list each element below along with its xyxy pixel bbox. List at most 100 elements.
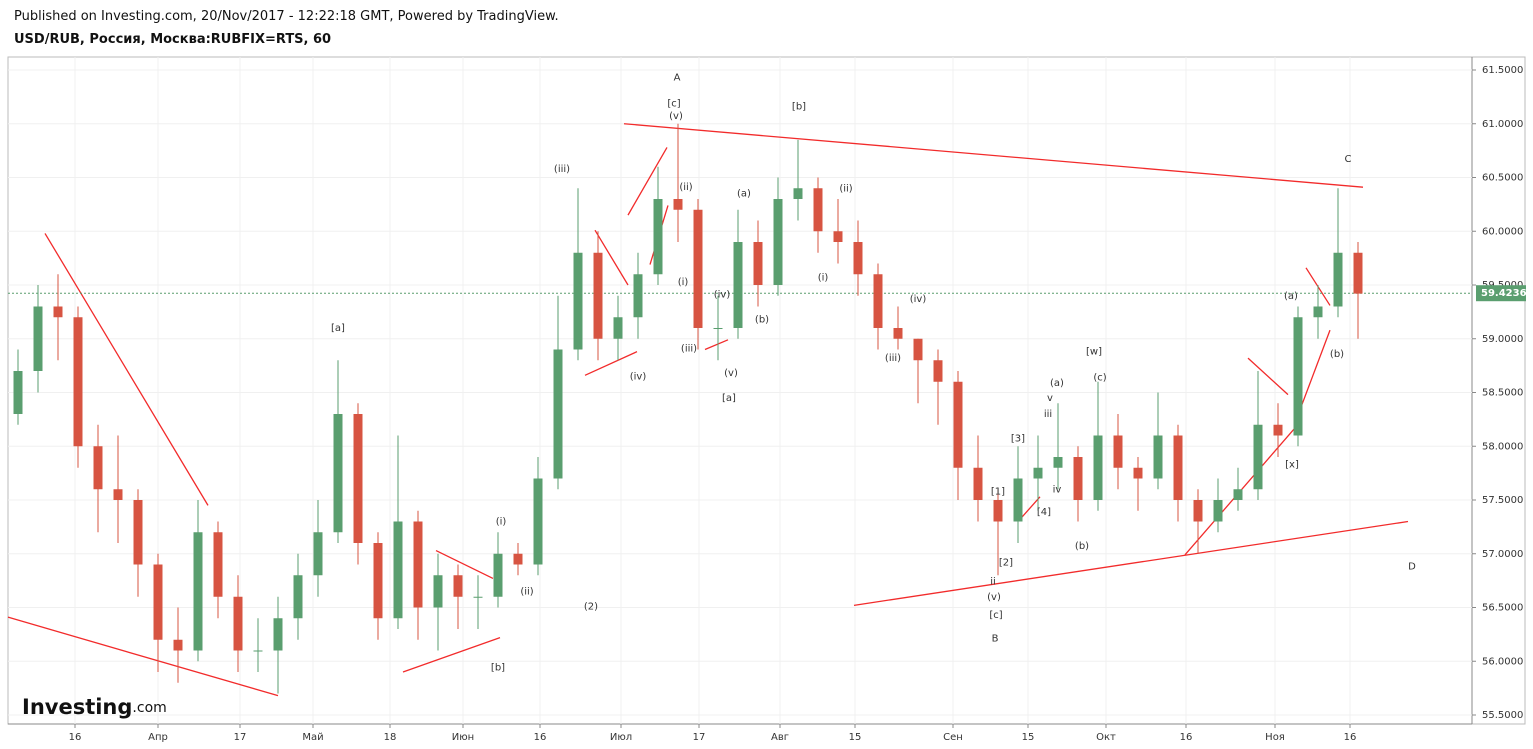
x-tick-label: Июл <box>610 732 632 743</box>
candle-body <box>1073 457 1083 500</box>
published-note: Published on Investing.com, 20/Nov/2017 … <box>14 9 559 24</box>
y-tick-label: 58.5000 <box>1482 388 1523 399</box>
wave-label: (b) <box>1075 541 1089 552</box>
x-tick-label: Окт <box>1096 732 1116 743</box>
x-tick-label: 16 <box>1180 732 1193 743</box>
wave-label: [c] <box>989 610 1002 621</box>
wave-label: iv <box>1053 484 1062 495</box>
candle-body <box>1033 467 1043 479</box>
wave-label: [b] <box>792 102 806 113</box>
candle-body <box>1353 252 1363 294</box>
candle-body <box>813 188 823 232</box>
wave-label: A <box>674 73 681 84</box>
candle-body <box>773 199 783 285</box>
y-tick-label: 58.0000 <box>1482 441 1523 452</box>
wave-label: (ii) <box>839 183 852 194</box>
candle-body <box>1153 435 1163 479</box>
y-tick-label: 57.0000 <box>1482 549 1523 560</box>
x-tick-label: 16 <box>1344 732 1357 743</box>
x-tick-label: Авг <box>771 732 789 743</box>
candle-body <box>593 252 603 339</box>
trend-line <box>1019 496 1041 520</box>
candle-body <box>1253 424 1263 490</box>
trend-line <box>7 616 279 697</box>
candle-body <box>513 553 523 565</box>
wave-label: (ii) <box>679 182 692 193</box>
x-tick-label: Ноя <box>1265 732 1285 743</box>
candle-body <box>13 371 23 414</box>
x-tick-label: 18 <box>384 732 397 743</box>
candle-body <box>913 338 923 361</box>
wave-label: [a] <box>722 393 736 404</box>
wave-label: (2) <box>584 601 598 612</box>
candle-body <box>673 199 683 210</box>
logo-suffix: .com <box>132 700 166 716</box>
wave-label: [b] <box>491 663 505 674</box>
x-tick-label: 16 <box>69 732 82 743</box>
candle-body <box>893 328 903 339</box>
last-price-label: 59.4236 <box>1481 288 1527 299</box>
y-tick-label: 60.0000 <box>1482 226 1523 237</box>
wave-label: (iii) <box>885 353 901 364</box>
candle-body <box>173 639 183 651</box>
candle-body <box>953 381 963 468</box>
x-tick-label: Апр <box>148 732 168 743</box>
candle-body <box>1093 435 1103 500</box>
candle-body <box>1133 467 1143 479</box>
candle-body <box>493 553 503 597</box>
wave-label: [c] <box>667 98 680 109</box>
wave-label: [a] <box>331 323 345 334</box>
candle-body <box>373 543 383 619</box>
x-tick-label: 15 <box>849 732 862 743</box>
trend-line <box>1297 329 1331 416</box>
candle-body <box>1013 478 1023 522</box>
wave-label: ii <box>990 577 996 588</box>
wave-label: (a) <box>737 189 751 200</box>
candle-body <box>213 532 223 597</box>
y-tick-label: 60.5000 <box>1482 173 1523 184</box>
wave-label: [4] <box>1037 507 1051 518</box>
wave-label: [w] <box>1086 347 1102 358</box>
wave-label: [x] <box>1285 460 1299 471</box>
candle-body <box>1213 500 1223 522</box>
candle-body <box>153 564 163 640</box>
candle-body <box>473 596 483 598</box>
candle-body <box>533 478 543 565</box>
candle-body <box>293 575 303 619</box>
wave-label: (b) <box>1330 349 1344 360</box>
wave-label: C <box>1345 154 1352 165</box>
candle-body <box>1233 489 1243 500</box>
y-tick-label: 56.5000 <box>1482 603 1523 614</box>
trend-line <box>627 147 668 216</box>
trend-line <box>1247 357 1289 396</box>
x-tick-label: Май <box>302 732 323 743</box>
candle-body <box>1173 435 1183 500</box>
wave-label: (b) <box>755 314 769 325</box>
trend-line <box>594 229 629 286</box>
y-tick-label: 61.5000 <box>1482 65 1523 76</box>
candle-body <box>113 489 123 500</box>
wave-label: [1] <box>991 486 1005 497</box>
wave-label: v <box>1047 393 1053 404</box>
candle-body <box>653 199 663 275</box>
candle-body <box>93 446 103 490</box>
wave-label: (a) <box>1284 291 1298 302</box>
candle-body <box>433 575 443 608</box>
x-tick-label: 15 <box>1022 732 1035 743</box>
candle-body <box>33 306 43 371</box>
candle-body <box>693 209 703 328</box>
trend-line <box>704 339 729 351</box>
candle-body <box>853 242 863 275</box>
candle-body <box>333 414 343 533</box>
wave-label: [2] <box>999 557 1013 568</box>
candle-body <box>313 532 323 576</box>
wave-label: (v) <box>987 592 1001 603</box>
candle-body <box>133 500 143 565</box>
wave-label: (iii) <box>681 343 697 354</box>
candle-body <box>413 521 423 608</box>
wave-label: (v) <box>724 368 738 379</box>
wave-label: (iv) <box>630 371 647 382</box>
candle-body <box>1313 306 1323 318</box>
